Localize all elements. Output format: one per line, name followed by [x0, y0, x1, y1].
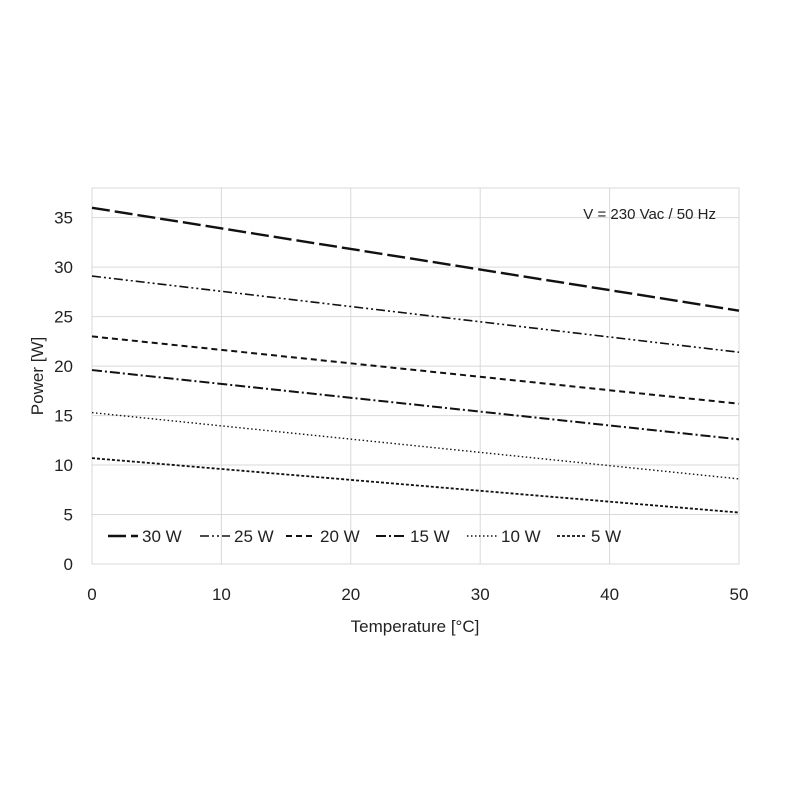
x-tick-label: 30: [471, 585, 490, 604]
series-line-10w: [91, 411, 740, 480]
series-line-25w: [91, 275, 740, 354]
x-tick-labels: 0 10 20 30 40 50: [87, 585, 748, 604]
series-line-30w: [91, 206, 740, 312]
y-tick-label: 15: [54, 407, 73, 426]
x-tick-label: 50: [730, 585, 749, 604]
y-tick-label: 10: [54, 456, 73, 475]
x-tick-label: 10: [212, 585, 231, 604]
y-tick-labels: 0 5 10 15 20 25 30 35: [54, 209, 73, 574]
y-tick-label: 35: [54, 209, 73, 228]
legend-label: 10 W: [501, 527, 541, 546]
plot-area: [91, 187, 740, 565]
legend-label: 20 W: [320, 527, 360, 546]
x-tick-label: 40: [600, 585, 619, 604]
legend-label: 30 W: [142, 527, 182, 546]
legend: 30 W 25 W 20 W 15 W 10 W 5 W: [108, 527, 621, 546]
x-axis-title: Temperature [°C]: [351, 617, 480, 636]
series-lines: [91, 206, 740, 514]
series-line-5w: [91, 457, 740, 514]
x-tick-label: 20: [341, 585, 360, 604]
legend-label: 5 W: [591, 527, 621, 546]
x-tick-label: 0: [87, 585, 96, 604]
y-axis-title: Power [W]: [28, 337, 47, 415]
legend-label: 25 W: [234, 527, 274, 546]
y-tick-label: 25: [54, 308, 73, 327]
series-line-20w: [91, 335, 740, 405]
grid-lines: [92, 188, 739, 564]
y-tick-label: 30: [54, 258, 73, 277]
y-tick-label: 5: [64, 506, 73, 525]
legend-label: 15 W: [410, 527, 450, 546]
y-tick-label: 0: [64, 555, 73, 574]
y-tick-label: 20: [54, 357, 73, 376]
annotation-voltage: V = 230 Vac / 50 Hz: [583, 206, 716, 223]
series-line-15w: [91, 369, 740, 441]
